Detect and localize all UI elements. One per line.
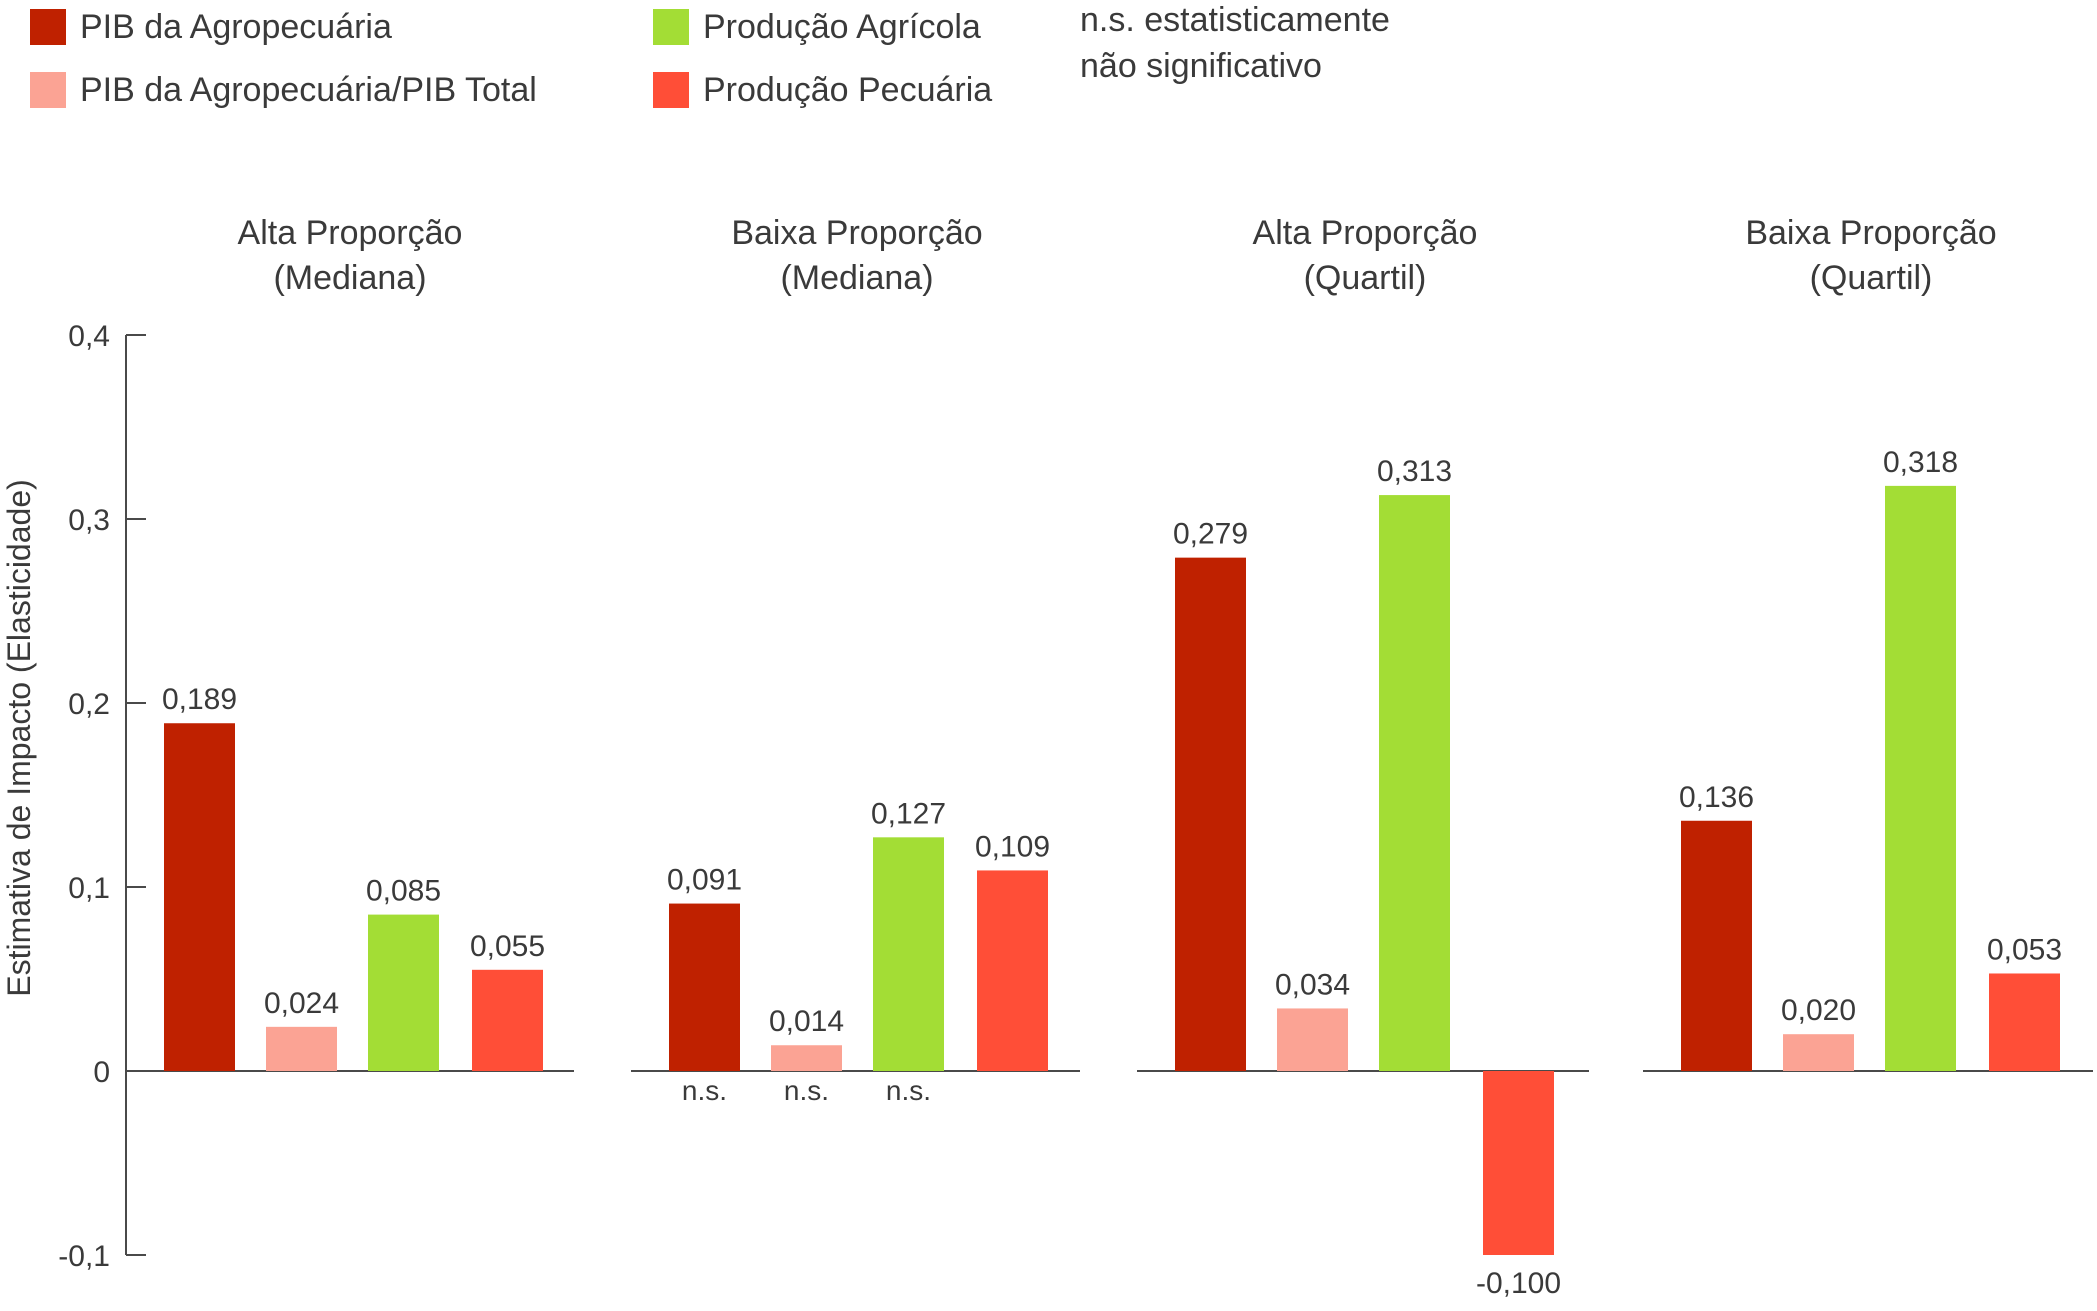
bar [1783, 1034, 1854, 1071]
panel-title-line-2: (Mediana) [780, 259, 933, 297]
ns-note-line-2: não significativo [1080, 47, 1322, 85]
bar-value-label: 0,034 [1275, 968, 1350, 1001]
bar [1483, 1071, 1554, 1255]
y-tick-label: 0 [93, 1056, 110, 1089]
bar [977, 870, 1048, 1071]
panel-title-line-1: Alta Proporção [238, 214, 463, 252]
bar-value-label: 0,127 [871, 797, 946, 830]
bar [873, 837, 944, 1071]
bar-value-label: -0,100 [1476, 1267, 1561, 1300]
y-tick-label: -0,1 [58, 1240, 110, 1273]
bar-value-label: 0,189 [162, 683, 237, 716]
bar-value-label: 0,020 [1781, 994, 1856, 1027]
bar-value-label: 0,091 [667, 864, 742, 897]
bar-value-label: 0,136 [1679, 781, 1754, 814]
bar [368, 914, 439, 1071]
legend-label-producao-agricola: Produção Agrícola [703, 8, 981, 46]
bar [266, 1026, 337, 1071]
bar-value-label: 0,055 [470, 930, 545, 963]
panel-title-line-2: (Mediana) [273, 259, 426, 297]
legend-swatch-producao-agricola [653, 9, 689, 45]
panel-title-line-1: Alta Proporção [1253, 214, 1478, 252]
bar-value-label: 0,024 [264, 987, 339, 1020]
y-tick-label: 0,3 [68, 504, 110, 537]
bar [1175, 557, 1246, 1071]
bar [1379, 495, 1450, 1072]
ns-marker: n.s. [784, 1075, 829, 1106]
bar [164, 723, 235, 1071]
panel-title-line-2: (Quartil) [1304, 259, 1427, 297]
y-axis-title: Estimativa de Impacto (Elasticidade) [1, 479, 37, 997]
y-tick-label: 0,1 [68, 872, 110, 905]
y-tick-label: 0,4 [68, 320, 110, 353]
legend-swatch-pib-agropecuaria [30, 9, 66, 45]
y-axis: 0,4 0,3 0,2 0,1 0 -0,1 [58, 320, 146, 1273]
bar-value-label: 0,014 [769, 1005, 844, 1038]
panel-3: Alta Proporção (Quartil) 0,279 0,034 0,313 -0… [1137, 214, 1589, 1300]
panel-2: Baixa Proporção (Mediana) 0,091 n.s. 0,014 n.… [631, 214, 1080, 1106]
panel-title-line-1: Baixa Proporção [731, 214, 982, 252]
bar-value-label: 0,279 [1173, 518, 1248, 551]
bar [771, 1045, 842, 1071]
bar [1989, 973, 2060, 1071]
panel-title-line-2: (Quartil) [1810, 259, 1933, 297]
bar-value-label: 0,318 [1883, 446, 1958, 479]
bar [1277, 1008, 1348, 1071]
legend-swatch-producao-pecuaria [653, 72, 689, 108]
ns-marker: n.s. [886, 1075, 931, 1106]
legend-swatch-pib-agro-ratio [30, 72, 66, 108]
ns-note-line-1: n.s. estatisticamente [1080, 1, 1390, 39]
legend-label-pib-agro-ratio: PIB da Agropecuária/PIB Total [80, 71, 537, 109]
bar [472, 969, 543, 1071]
panel-title-line-1: Baixa Proporção [1745, 214, 1996, 252]
bar [669, 903, 740, 1071]
ns-marker: n.s. [682, 1075, 727, 1106]
bar [1681, 820, 1752, 1071]
panel-1: Alta Proporção (Mediana) 0,189 0,024 0,085 0,… [126, 214, 574, 1072]
legend: PIB da Agropecuária PIB da Agropecuária/… [30, 1, 1390, 109]
bar-value-label: 0,109 [975, 830, 1050, 863]
bar-value-label: 0,313 [1377, 455, 1452, 488]
bar [1885, 485, 1956, 1071]
bar-value-label: 0,053 [1987, 933, 2062, 966]
panel-4: Baixa Proporção (Quartil) 0,136 0,020 0,318 0… [1643, 214, 2093, 1072]
bar-value-label: 0,085 [366, 875, 441, 908]
chart-panels: Alta Proporção (Mediana) 0,189 0,024 0,085 0,… [126, 214, 2093, 1300]
legend-label-producao-pecuaria: Produção Pecuária [703, 71, 992, 109]
legend-label-pib-agropecuaria: PIB da Agropecuária [80, 8, 392, 46]
y-tick-label: 0,2 [68, 688, 110, 721]
